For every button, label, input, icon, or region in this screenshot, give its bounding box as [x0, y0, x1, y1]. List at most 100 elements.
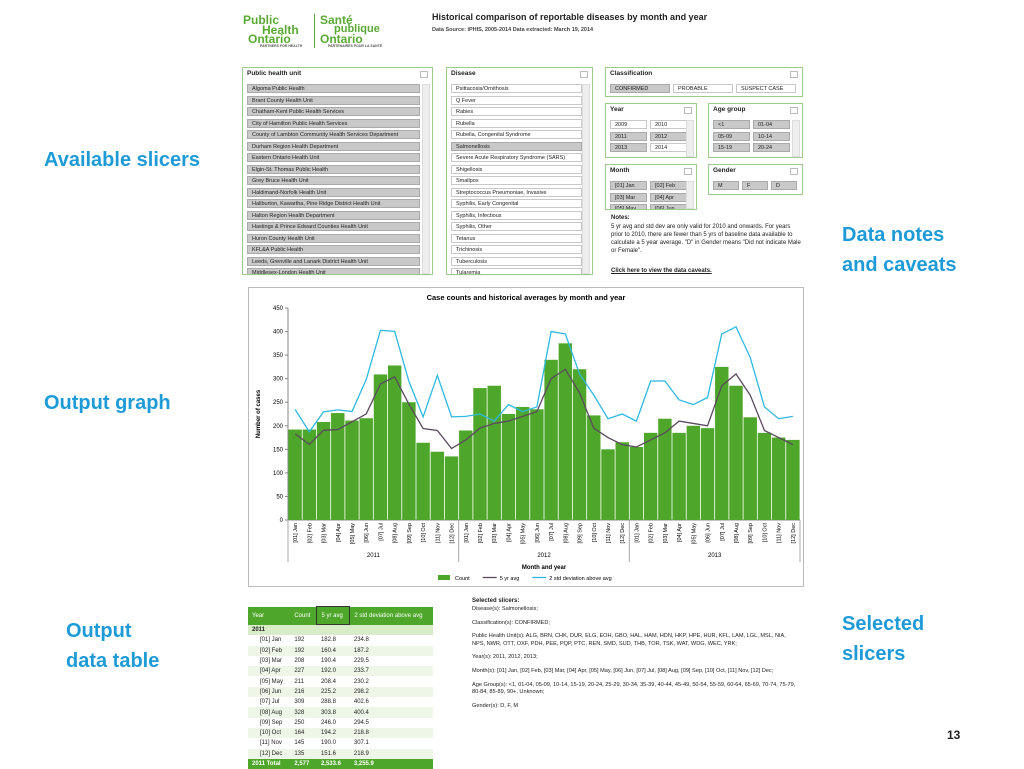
slicer-item[interactable]: 10-14 — [753, 131, 790, 141]
slicer-item[interactable]: Chatham-Kent Public Health Services — [247, 107, 420, 116]
slicer-item[interactable]: Tuberculosis — [451, 256, 582, 266]
chart: Case counts and historical averages by m… — [248, 287, 804, 587]
table-cell: 233.7 — [353, 668, 369, 675]
slicer-item[interactable]: County of Lambton Community Health Servi… — [247, 130, 420, 139]
slicer-item[interactable]: [05] May — [610, 204, 647, 209]
slicer-item[interactable]: [06] Jun — [650, 204, 687, 209]
bar — [501, 414, 516, 520]
slicer-item[interactable]: Rubella — [451, 118, 582, 128]
clear-filter-icon[interactable] — [790, 168, 798, 175]
table-cell: 250 — [294, 719, 305, 726]
bar — [729, 385, 743, 520]
slicer-item[interactable]: 2010 — [650, 120, 687, 129]
scrollbar[interactable] — [582, 84, 590, 274]
slicer-item[interactable]: Durham Region Health Department — [247, 141, 420, 151]
selected-list: Disease(s): Salmonellosis; Classification… — [472, 606, 797, 716]
x-tick-label: [03] Mar — [492, 523, 498, 543]
slicer-item[interactable]: Severe Acute Respiratory Syndrome (SARS) — [451, 153, 582, 162]
x-tick-label: [07] Jul — [720, 523, 726, 541]
slicer-item[interactable]: Streptococcus Pneumoniae, Invasive — [451, 187, 582, 197]
slicer-item[interactable]: [02] Feb — [650, 181, 687, 190]
table-cell: 309 — [294, 699, 305, 706]
logo-text: Public — [243, 13, 280, 27]
scrollbar[interactable] — [686, 120, 694, 157]
slicer-item[interactable]: Haldimand-Norfolk Health Unit — [247, 187, 420, 197]
slicer-item[interactable]: Middlesex-London Health Unit — [247, 268, 420, 274]
slicer-item[interactable]: Smallpox — [451, 176, 582, 185]
slicer-item[interactable]: Brant County Health Unit — [247, 95, 420, 105]
slicer-item[interactable]: Syphilis, Early Congenital — [451, 199, 582, 208]
slicer-item[interactable]: M — [713, 181, 739, 190]
slicer-item[interactable]: Rubella, Congenital Syndrome — [451, 130, 582, 139]
table-cell: 208 — [294, 658, 305, 665]
slicer-item[interactable]: Salmonellosis — [451, 141, 582, 151]
bar — [345, 420, 359, 520]
slicer-item[interactable]: Leeds, Grenville and Lanark District Hea… — [247, 256, 420, 266]
slicer-item[interactable]: CONFIRMED — [610, 84, 670, 93]
slicer-item[interactable]: 2013 — [610, 143, 647, 152]
slicer-item[interactable]: Rabies — [451, 107, 582, 116]
logo-text: PARTENAIRES POUR LA SANTÉ — [328, 44, 383, 48]
scrollbar[interactable] — [792, 120, 800, 157]
slicer-item[interactable]: 01-04 — [753, 120, 790, 129]
clear-filter-icon[interactable] — [684, 107, 692, 114]
slicer-title: Classification — [610, 70, 653, 77]
slicer-item[interactable]: F — [742, 181, 768, 190]
group-cell: 2011 — [252, 626, 266, 633]
clear-filter-icon[interactable] — [580, 71, 588, 78]
x-tick-label: [03] Mar — [322, 523, 328, 543]
x-tick-label: [11] Nov — [777, 523, 783, 543]
slicer-item[interactable]: Tularemia — [451, 268, 582, 274]
x-tick-label: [12] Dec — [620, 523, 626, 544]
slicer-item[interactable]: Syphilis, Other — [451, 222, 582, 231]
clear-filter-icon[interactable] — [420, 71, 428, 78]
slicer-item[interactable]: Trichinosis — [451, 245, 582, 254]
table-cell: 145 — [294, 740, 305, 747]
slicer-item[interactable]: D — [771, 181, 797, 190]
scrollbar[interactable] — [686, 181, 694, 209]
slicer-item[interactable]: Syphilis, Infectious — [451, 210, 582, 220]
table-cell: 135 — [294, 750, 305, 757]
logo-text: PARTNERS FOR HEALTH — [260, 44, 303, 48]
slicer-item[interactable]: Eastern Ontario Health Unit — [247, 153, 420, 162]
header-cell: 5 yr avg — [316, 606, 351, 625]
slicer-item[interactable]: PROBABLE — [673, 84, 733, 93]
slicer-item[interactable]: Haliburton, Kawartha, Pine Ridge Distric… — [247, 199, 420, 208]
x-tick-label: [10] Oct — [592, 523, 598, 543]
slicer-item[interactable]: Q Fever — [451, 95, 582, 105]
slicer-item[interactable]: [04] Apr — [650, 192, 687, 202]
slicer-item[interactable]: 2014 — [650, 143, 687, 152]
slicer-item[interactable]: Psittacosis/Ornithosis — [451, 84, 582, 93]
scrollbar[interactable] — [422, 84, 430, 274]
slicer-item[interactable]: 2011 — [610, 131, 647, 141]
x-tick-label: [08] Aug — [734, 523, 740, 543]
slicer-item[interactable]: Tetanus — [451, 233, 582, 243]
x-tick-label: [05] May — [691, 523, 697, 544]
year-label: 2013 — [708, 553, 722, 559]
slicer-item[interactable]: 20-24 — [753, 143, 790, 152]
clear-filter-icon[interactable] — [790, 71, 798, 78]
slicer-item[interactable]: Hastings & Prince Edward Counties Health… — [247, 222, 420, 231]
table-cell: 288.8 — [320, 699, 336, 706]
slicer-item[interactable]: Algoma Public Health — [247, 84, 420, 93]
slicer-item[interactable]: Grey Bruce Health Unit — [247, 176, 420, 185]
slicer-item[interactable]: [01] Jan — [610, 181, 647, 190]
slicer-item[interactable]: Huron County Health Unit — [247, 233, 420, 243]
slicer-item[interactable]: 2012 — [650, 131, 687, 141]
clear-filter-icon[interactable] — [790, 107, 798, 114]
clear-filter-icon[interactable] — [684, 168, 692, 175]
caveats-link[interactable]: Click here to view the data caveats. — [611, 268, 712, 274]
slicer-item[interactable]: Halton Region Health Department — [247, 210, 420, 220]
slicer-item[interactable]: 15-19 — [713, 143, 750, 152]
table-row: [10] Oct 164 194.2 218.8 — [248, 727, 433, 739]
slicer-item[interactable]: Elgin-St. Thomas Public Health — [247, 164, 420, 174]
slicer-item[interactable]: City of Hamilton Public Health Services — [247, 118, 420, 128]
bar — [786, 439, 800, 520]
slicer-item[interactable]: <1 — [713, 120, 750, 129]
slicer-item[interactable]: 05-09 — [713, 131, 750, 141]
slicer-item[interactable]: [03] Mar — [610, 192, 647, 202]
slicer-item[interactable]: SUSPECT CASE — [736, 84, 796, 93]
slicer-item[interactable]: KFL&A Public Health — [247, 245, 420, 254]
slicer-item[interactable]: 2009 — [610, 120, 647, 129]
slicer-item[interactable]: Shigellosis — [451, 164, 582, 174]
